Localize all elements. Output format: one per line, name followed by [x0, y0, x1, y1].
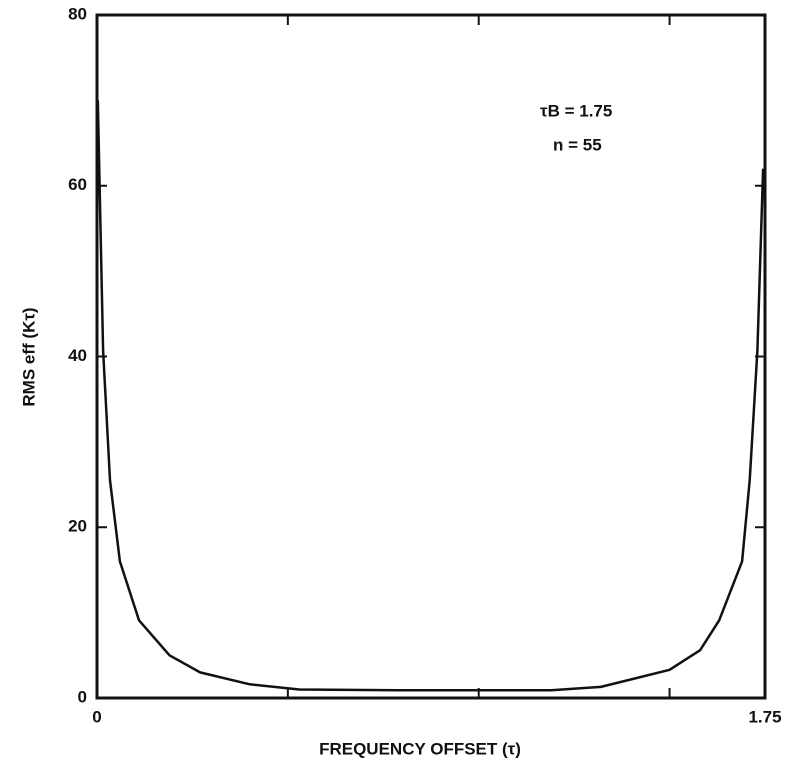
- x-axis-title: FREQUENCY OFFSET (τ): [319, 739, 521, 758]
- y-tick-label: 80: [68, 4, 87, 23]
- y-tick-label: 60: [68, 175, 87, 194]
- y-tick-label: 40: [68, 346, 87, 365]
- annotation: n = 55: [553, 135, 602, 154]
- annotation: τB = 1.75: [540, 101, 612, 120]
- y-tick-label: 20: [68, 517, 87, 536]
- x-tick-label: 1.75: [748, 707, 781, 726]
- y-axis-title: RMS eff (Kτ): [19, 307, 38, 406]
- y-tick-label: 0: [78, 687, 87, 706]
- x-tick-label: 0: [92, 707, 101, 726]
- plot-frame: [95, 13, 767, 700]
- data-line: [96, 100, 765, 692]
